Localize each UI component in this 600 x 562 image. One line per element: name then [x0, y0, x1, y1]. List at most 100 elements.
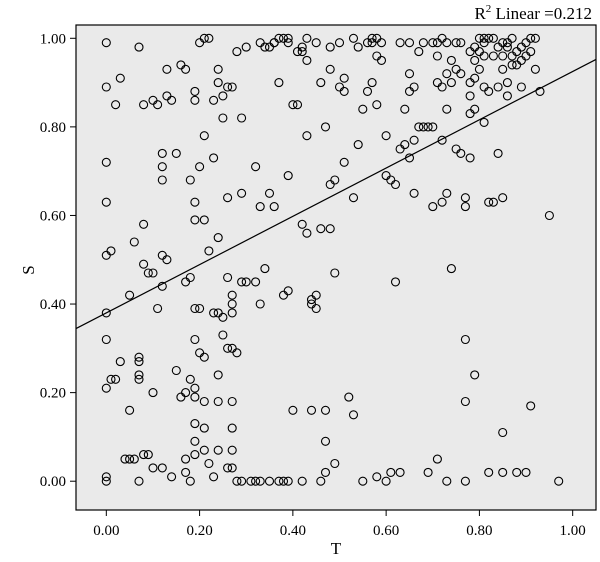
- data-point: [195, 162, 205, 172]
- data-point: [344, 392, 354, 402]
- data-point: [292, 47, 303, 57]
- data-point: [283, 286, 293, 296]
- data-point: [223, 343, 233, 353]
- y-tick-label: 1.00: [40, 31, 66, 47]
- data-point: [526, 47, 536, 57]
- data-point: [283, 38, 293, 48]
- y-tick-label: 0.60: [40, 208, 66, 224]
- data-point: [167, 472, 177, 482]
- data-point: [456, 69, 466, 79]
- data-point: [311, 38, 321, 48]
- data-point: [255, 476, 265, 486]
- data-point: [190, 436, 200, 446]
- data-point: [227, 445, 237, 455]
- data-point: [437, 135, 447, 145]
- data-point: [129, 454, 139, 464]
- data-point: [339, 86, 349, 96]
- data-point: [269, 202, 279, 212]
- data-point: [199, 423, 209, 433]
- data-point: [171, 365, 181, 376]
- data-point: [223, 82, 233, 92]
- data-point: [129, 237, 139, 247]
- data-point: [218, 113, 228, 123]
- data-point: [223, 193, 233, 203]
- data-point: [320, 405, 331, 415]
- data-point: [195, 303, 205, 314]
- x-tick-label: 0.00: [93, 523, 119, 539]
- data-point: [409, 188, 419, 198]
- data-point: [199, 131, 209, 141]
- data-point: [213, 370, 223, 380]
- data-point: [386, 175, 396, 185]
- data-point: [325, 64, 335, 74]
- r-squared-superscript: 2: [486, 3, 492, 15]
- y-tick-label: 0.80: [40, 120, 66, 136]
- data-point: [465, 153, 475, 163]
- data-point: [358, 104, 368, 114]
- data-point: [213, 78, 223, 88]
- data-point: [400, 104, 410, 114]
- data-point: [274, 78, 284, 88]
- data-point: [190, 86, 200, 96]
- data-point: [512, 47, 522, 57]
- data-point: [297, 476, 307, 486]
- data-point: [185, 476, 195, 486]
- data-point: [535, 86, 545, 96]
- data-point: [232, 47, 242, 57]
- data-point: [218, 312, 228, 322]
- data-point: [521, 467, 531, 477]
- data-point: [251, 476, 261, 486]
- y-tick-label: 0.40: [40, 297, 66, 313]
- data-point: [460, 193, 470, 203]
- data-point: [526, 33, 536, 43]
- data-point: [507, 60, 517, 70]
- data-point: [139, 100, 149, 110]
- data-point: [474, 64, 484, 74]
- data-point: [134, 370, 144, 380]
- data-point: [255, 299, 265, 309]
- data-point: [125, 454, 135, 464]
- data-point: [101, 383, 111, 393]
- data-point: [237, 113, 247, 123]
- data-point: [190, 303, 200, 314]
- data-point: [134, 352, 144, 362]
- data-point: [241, 42, 251, 52]
- data-point: [446, 55, 456, 65]
- data-point: [320, 436, 331, 446]
- data-point: [479, 33, 489, 43]
- data-point: [316, 224, 326, 234]
- data-point: [157, 148, 167, 158]
- data-point: [227, 343, 237, 353]
- data-point: [428, 38, 438, 48]
- data-point: [320, 467, 331, 477]
- data-point: [498, 64, 508, 74]
- data-point: [237, 188, 247, 198]
- data-point: [246, 476, 256, 486]
- data-point: [209, 95, 219, 105]
- data-point: [153, 100, 163, 110]
- data-point: [218, 330, 228, 340]
- data-point: [367, 78, 377, 88]
- data-point: [199, 445, 209, 455]
- data-point: [404, 69, 415, 79]
- data-point: [139, 219, 149, 229]
- data-point: [488, 197, 498, 207]
- data-point: [237, 476, 247, 486]
- data-point: [400, 140, 410, 150]
- data-point: [498, 427, 508, 438]
- data-point: [470, 42, 480, 52]
- data-point: [334, 38, 345, 48]
- data-point: [423, 122, 433, 132]
- data-point: [274, 33, 284, 43]
- data-point: [544, 210, 554, 221]
- y-axis-title: S: [19, 265, 38, 274]
- data-point: [232, 348, 242, 358]
- data-point: [530, 33, 540, 43]
- data-point: [442, 476, 452, 486]
- data-point: [283, 33, 293, 43]
- data-point: [325, 224, 335, 234]
- data-point: [199, 215, 209, 225]
- data-point: [171, 148, 181, 158]
- data-point: [255, 202, 265, 212]
- data-point: [181, 388, 191, 398]
